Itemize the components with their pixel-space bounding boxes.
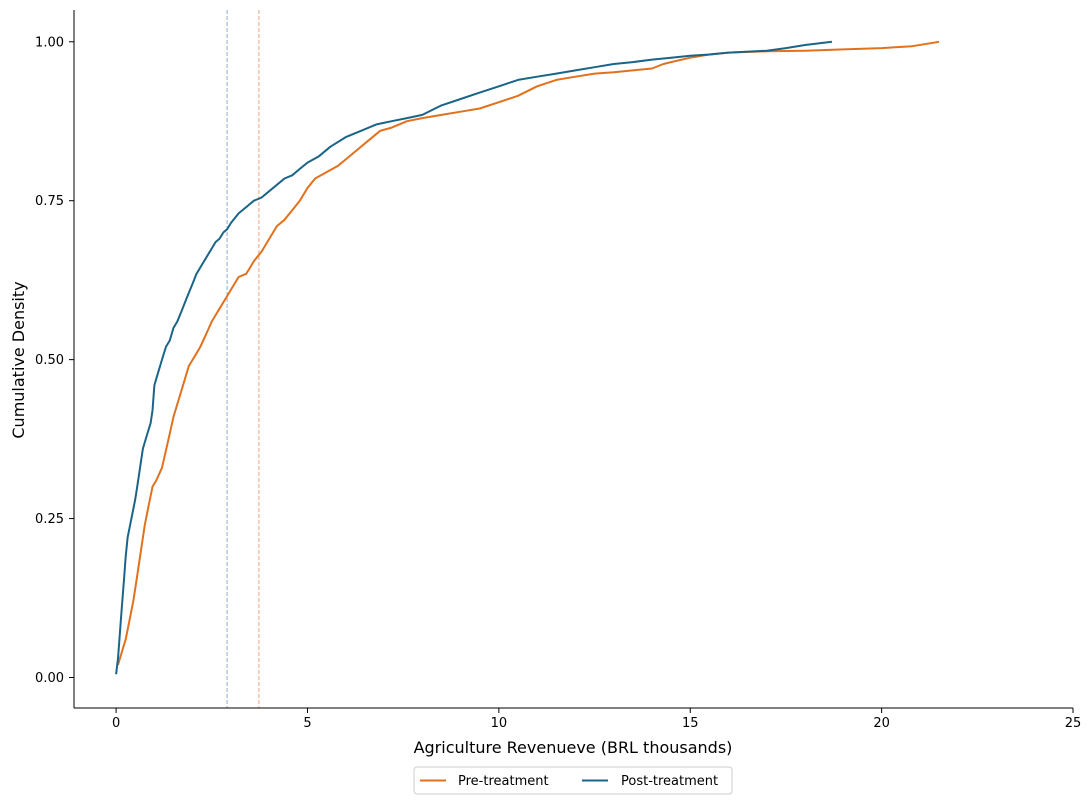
y-tick-label: 0.25 (35, 512, 64, 527)
y-axis-title: Cumulative Density (9, 281, 28, 438)
y-tick-label: 0.00 (35, 671, 64, 686)
x-tick-label: 20 (873, 716, 890, 731)
x-tick-label: 10 (491, 716, 508, 731)
x-tick-label: 5 (303, 716, 311, 731)
x-tick-label: 25 (1065, 716, 1082, 731)
series-line-pre-treatment (117, 40, 940, 666)
y-tick-label: 0.50 (35, 353, 64, 368)
series-line-post-treatment (115, 40, 833, 675)
y-tick-label: 1.00 (35, 35, 64, 50)
reference-lines (226, 10, 260, 708)
legend: Pre-treatment Post-treatment (413, 766, 733, 795)
plot-area (115, 10, 940, 708)
legend-box (413, 766, 733, 795)
x-axis-title: Agriculture Revenueve (BRL thousands) (414, 738, 733, 757)
y-axis-ticks: 0.00 0.25 0.50 0.75 1.00 (35, 35, 74, 686)
y-tick-label: 0.75 (35, 194, 64, 209)
x-axis-ticks: 0 5 10 15 20 25 (112, 708, 1081, 731)
legend-label-post-treatment: Post-treatment (621, 774, 718, 789)
x-tick-label: 0 (112, 716, 120, 731)
legend-label-pre-treatment: Pre-treatment (458, 774, 549, 789)
series-lines (115, 40, 940, 675)
x-tick-label: 15 (682, 716, 699, 731)
